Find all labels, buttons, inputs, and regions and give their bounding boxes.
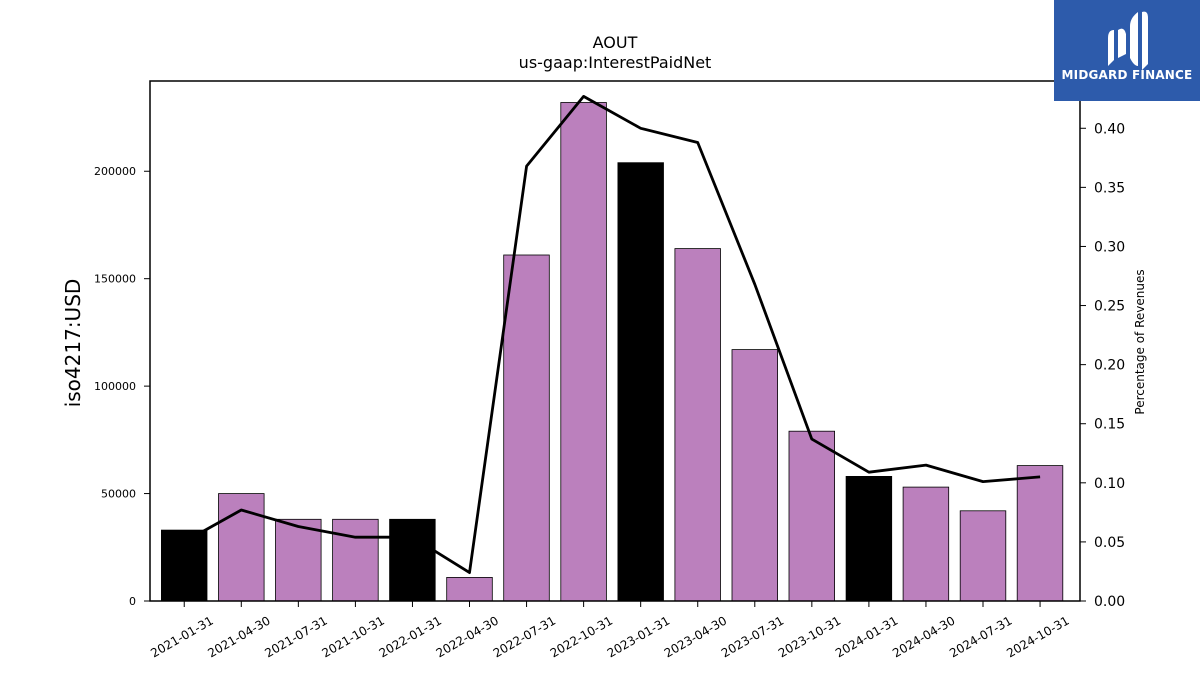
- bar-2023-01-31: [617, 162, 664, 602]
- x-tick-label: 2022-07-31: [491, 613, 558, 660]
- chart-subtitle: us-gaap:InterestPaidNet: [519, 53, 712, 72]
- y2-tick-label: 0.20: [1094, 358, 1125, 374]
- y2-tick-label: 0.10: [1094, 476, 1125, 492]
- y2-tick-label: 0.00: [1094, 594, 1125, 610]
- x-tick-label: 2022-04-30: [434, 613, 501, 660]
- bar-2023-04-30: [674, 248, 721, 602]
- bar-2022-07-31: [503, 254, 550, 602]
- y-tick-label: 200000: [94, 165, 136, 178]
- bars: [160, 102, 1064, 602]
- x-tick-label: 2021-01-31: [148, 613, 215, 660]
- x-tick-label: 2021-07-31: [262, 613, 329, 660]
- x-tick-label: 2024-07-31: [947, 613, 1014, 660]
- plot-frame: [149, 80, 1081, 602]
- y2-tick-label: 0.05: [1094, 535, 1125, 551]
- axes: [149, 80, 1081, 602]
- x-tick-label: 2022-10-31: [548, 613, 615, 660]
- x-tick-label: 2022-01-31: [377, 613, 444, 660]
- line-layer: [183, 95, 1041, 574]
- y2-tick-label: 0.15: [1094, 417, 1125, 433]
- bar-2022-01-31: [389, 518, 436, 602]
- logo-text: MIDGARD FINANCE: [1061, 68, 1193, 82]
- x-tick-label: 2021-10-31: [319, 613, 386, 660]
- bar-2022-10-31: [560, 102, 607, 602]
- y-tick-label: 100000: [94, 380, 136, 393]
- bar-2021-01-31: [160, 529, 208, 602]
- bar-2023-07-31: [731, 349, 778, 602]
- y2-tick-label: 0.25: [1094, 299, 1125, 315]
- x-tick-label: 2023-04-30: [662, 613, 729, 660]
- bar-2021-10-31: [332, 518, 379, 602]
- bar-2021-07-31: [275, 518, 322, 602]
- y2-tick-label: 0.35: [1094, 180, 1125, 196]
- x-tick-label: 2023-07-31: [719, 613, 786, 660]
- chart-title: AOUT: [593, 33, 638, 52]
- bar-2023-10-31: [788, 430, 835, 602]
- x-tick-label: 2023-10-31: [776, 613, 843, 660]
- percentage-line: [183, 95, 1041, 574]
- x-tick-label: 2024-10-31: [1004, 613, 1071, 660]
- bar-2024-01-31: [845, 475, 893, 602]
- y-tick-label: 0: [129, 595, 136, 608]
- y2-axis-label: Percentage of Revenues: [1133, 269, 1147, 414]
- y2-tick-label: 0.30: [1094, 239, 1125, 255]
- x-tick-label: 2023-01-31: [605, 613, 672, 660]
- y2-tick-label: 0.40: [1094, 121, 1125, 137]
- midgard-logo-icon: [1108, 11, 1148, 70]
- midgard-logo: MIDGARD FINANCE: [1054, 0, 1200, 101]
- bar-2024-04-30: [902, 486, 950, 602]
- bar-2024-10-31: [1016, 465, 1064, 602]
- y-axis-label: iso4217:USD: [61, 279, 85, 408]
- y-tick-label: 150000: [94, 273, 136, 286]
- y-tick-label: 50000: [101, 488, 136, 501]
- x-tick-label: 2021-04-30: [205, 613, 272, 660]
- bar-2024-07-31: [959, 510, 1007, 602]
- x-tick-label: 2024-01-31: [833, 613, 900, 660]
- bar-2022-04-30: [446, 577, 493, 602]
- x-tick-label: 2024-04-30: [890, 613, 957, 660]
